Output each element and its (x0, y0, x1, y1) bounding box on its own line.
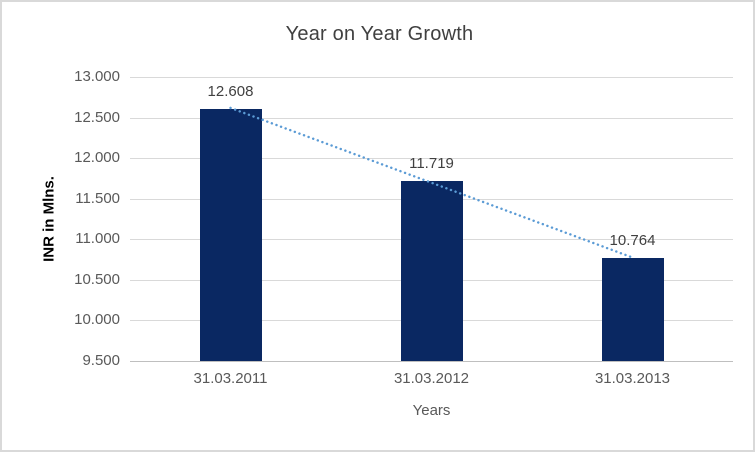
bar (400, 180, 463, 361)
gridline (130, 117, 733, 119)
x-tick-label: 31.03.2013 (594, 370, 671, 387)
x-axis-tick-labels: 31.03.2011 31.03.2012 31.03.2013 (130, 370, 733, 390)
trendline-segment (229, 106, 634, 259)
x-axis-title: Years (412, 402, 451, 419)
gridline (130, 77, 733, 78)
x-tick-label: 31.03.2011 (193, 370, 268, 387)
chart-title: Year on Year Growth (285, 23, 474, 45)
bar (601, 258, 664, 361)
bar (199, 108, 262, 361)
bar-value-label: 12.608 (207, 82, 254, 100)
y-tick-label: 12.000 (74, 149, 120, 167)
bar-value-label: 11.719 (409, 154, 454, 172)
trendline (229, 106, 634, 259)
x-tick-label: 31.03.2012 (393, 370, 470, 387)
y-tick-label: 11.500 (75, 189, 120, 207)
plot-area: 12.608 11.719 10.764 (130, 77, 733, 362)
y-tick-label: 9.500 (82, 352, 120, 369)
bar-value-label: 10.764 (609, 232, 656, 250)
y-tick-label: 13.000 (74, 68, 120, 85)
y-tick-label: 12.500 (74, 108, 120, 126)
gridline (130, 158, 733, 160)
y-tick-label: 10.000 (74, 311, 120, 329)
y-tick-label: 11.000 (75, 230, 120, 248)
x-axis-line (130, 361, 733, 362)
y-axis-tick-labels: 13.000 12.500 12.000 11.500 11.000 10.500 10.0… (2, 68, 120, 369)
y-tick-label: 10.500 (74, 270, 120, 288)
